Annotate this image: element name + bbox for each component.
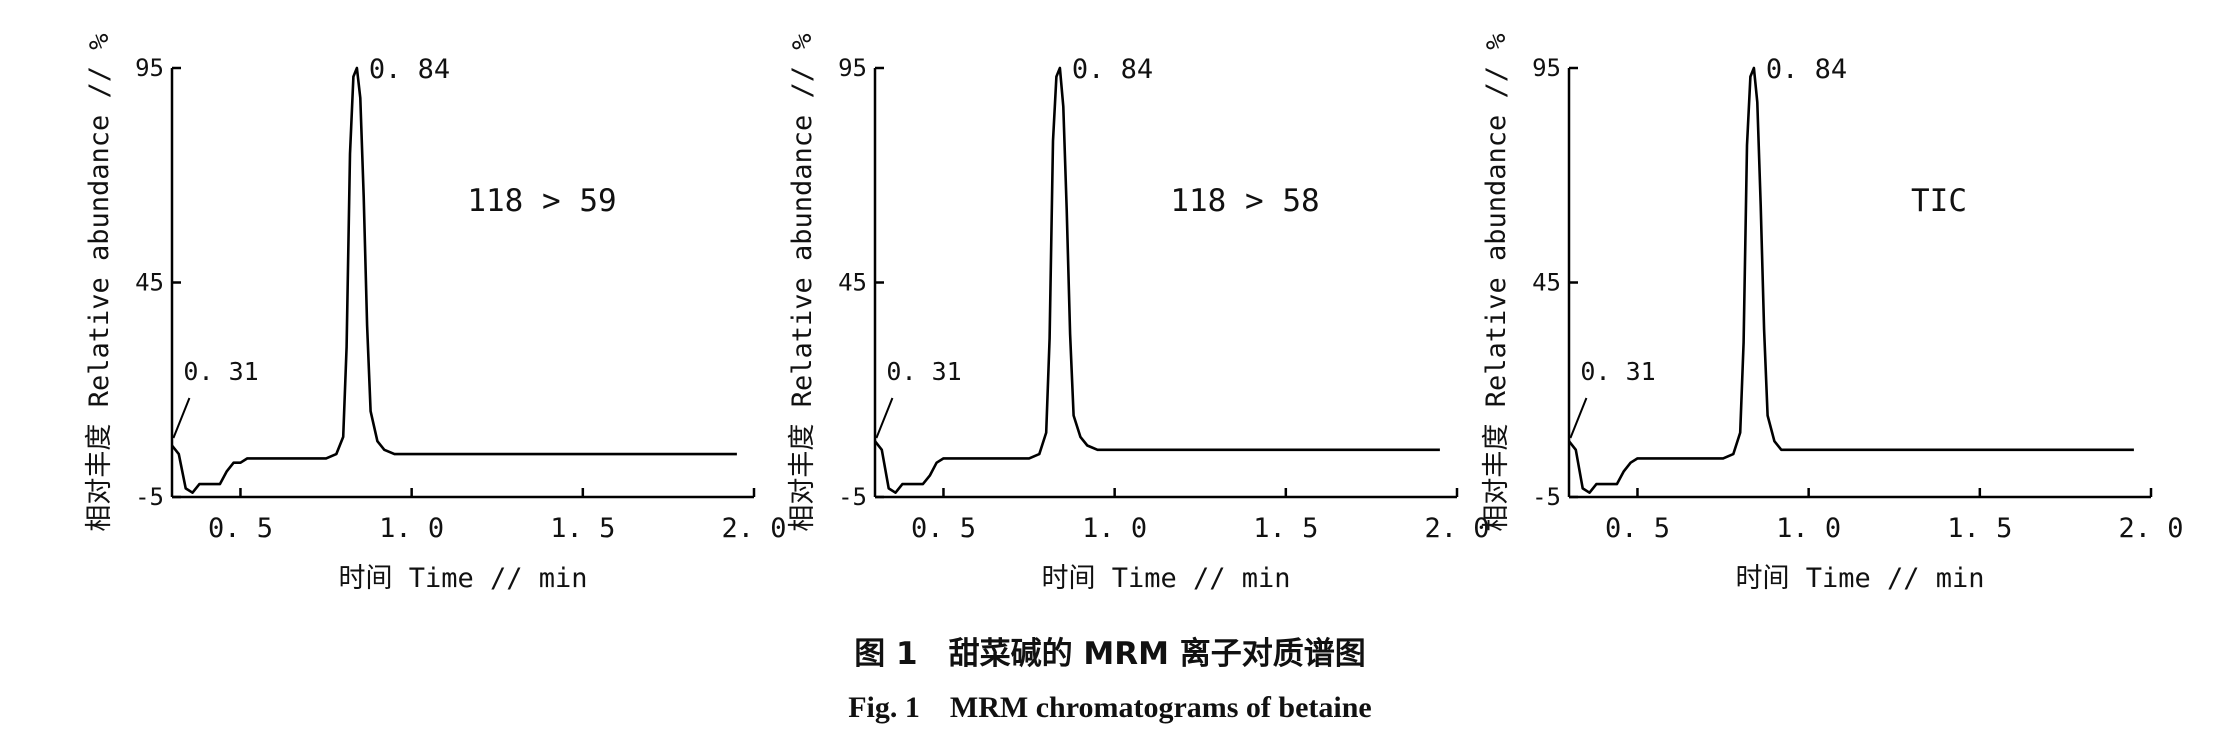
chart-panel-2: -5 45 95 0. 5 1. 0 1. 5 2. 0 时间 Time // min 相对丰度…	[787, 33, 1490, 594]
x-axis-title: 时间 Time // min	[1735, 563, 1984, 594]
x-tick-label: 0. 5	[911, 513, 976, 544]
x-tick-label: 2. 0	[2118, 513, 2183, 544]
panel-label: 118 > 58	[1170, 183, 1319, 219]
y-axis-title: 相对丰度 Relative abundance // %	[84, 33, 115, 531]
y-tick-label: 95	[135, 54, 164, 82]
y-tick-label: -5	[1532, 483, 1561, 511]
peak-label-main: 0. 84	[369, 54, 450, 85]
x-tick-label: 0. 5	[208, 513, 273, 544]
y-tick-label: -5	[838, 483, 867, 511]
peak-label-minor: 0. 31	[1580, 357, 1655, 386]
y-tick-label: 95	[1532, 54, 1561, 82]
peak-label-minor: 0. 31	[183, 357, 258, 386]
x-tick-label: 1. 5	[1253, 513, 1318, 544]
figure-caption-cn: 图 1 甜菜碱的 MRM 离子对质谱图	[854, 636, 1366, 672]
y-tick-label: 95	[838, 54, 867, 82]
chart-panel-1: -5 45 95 0. 5 1. 0 1. 5 2. 0 时间 Time // min 相对丰度…	[84, 33, 787, 594]
x-tick-label: 1. 0	[1082, 513, 1147, 544]
panel-label: 118 > 59	[467, 183, 616, 219]
peak-leader-line	[1569, 397, 1588, 439]
x-tick-label: 2. 0	[1424, 513, 1489, 544]
figure-charts: -5 45 95 0. 5 1. 0 1. 5 2. 0 时间 Time // min 相对丰度…	[84, 33, 2184, 594]
x-tick-label: 1. 5	[550, 513, 615, 544]
y-axis-title: 相对丰度 Relative abundance // %	[787, 33, 818, 531]
peak-leader-line	[875, 397, 894, 439]
x-tick-label: 1. 5	[1947, 513, 2012, 544]
chart-panel-3: -5 45 95 0. 5 1. 0 1. 5 2. 0 时间 Time // min 相对丰度…	[1481, 33, 2184, 594]
figure-caption-en: Fig. 1 MRM chromatograms of betaine	[848, 691, 1372, 724]
peak-label-main: 0. 84	[1766, 54, 1847, 85]
x-tick-label: 0. 5	[1605, 513, 1670, 544]
x-axis-title: 时间 Time // min	[338, 563, 587, 594]
series-line	[170, 66, 737, 494]
x-tick-label: 1. 0	[1776, 513, 1841, 544]
x-tick-label: 2. 0	[721, 513, 786, 544]
series-line	[1567, 66, 2134, 494]
y-tick-label: -5	[135, 483, 164, 511]
series-line	[873, 66, 1440, 494]
peak-label-minor: 0. 31	[886, 357, 961, 386]
peak-label-main: 0. 84	[1072, 54, 1153, 85]
y-tick-label: 45	[838, 269, 867, 297]
peak-leader-line	[172, 397, 191, 439]
y-axis-title: 相对丰度 Relative abundance // %	[1481, 33, 1512, 531]
panel-label: TIC	[1911, 183, 1967, 219]
y-tick-label: 45	[1532, 269, 1561, 297]
x-tick-label: 1. 0	[379, 513, 444, 544]
y-tick-label: 45	[135, 269, 164, 297]
x-axis-title: 时间 Time // min	[1041, 563, 1290, 594]
